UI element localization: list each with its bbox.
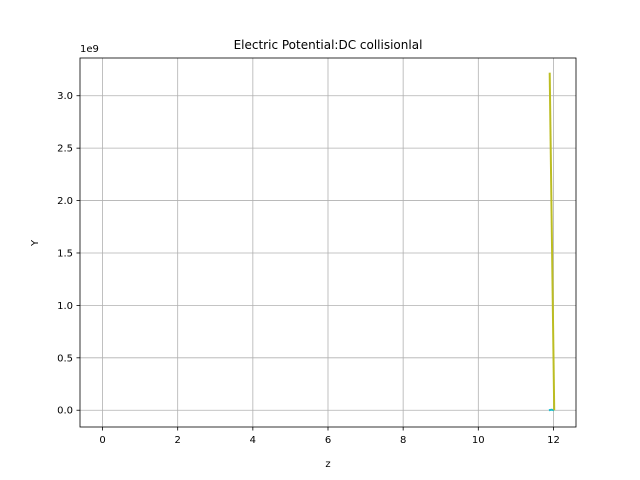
y-tick-label: 0.5 — [57, 353, 73, 364]
grid — [80, 58, 576, 427]
y-tick-label: 2.5 — [57, 144, 73, 155]
series-line-1 — [548, 72, 556, 411]
x-tick-label: 10 — [472, 435, 485, 446]
x-axis-label: z — [325, 459, 330, 470]
ticks: 0 2 4 6 8 10 12 0.0 0.5 1.0 1.5 2.0 2.5 3.0 — [57, 91, 560, 446]
y-axis-offset-text: 1e9 — [80, 44, 99, 55]
x-tick-label: 6 — [325, 435, 331, 446]
y-tick-label: 1.5 — [57, 248, 73, 259]
chart-title: Electric Potential:DC collisionlal — [234, 38, 423, 52]
y-tick-label: 3.0 — [57, 91, 73, 102]
x-tick-label: 8 — [400, 435, 406, 446]
x-tick-label: 2 — [175, 435, 181, 446]
y-tick-label: 0.0 — [57, 406, 73, 417]
y-tick-label: 1.0 — [57, 301, 73, 312]
y-axis-label: Y — [30, 239, 41, 247]
x-tick-label: 12 — [547, 435, 560, 446]
x-tick-label: 0 — [99, 435, 105, 446]
plot-series — [548, 72, 556, 412]
y-tick-label: 2.0 — [57, 196, 73, 207]
x-tick-label: 4 — [250, 435, 256, 446]
